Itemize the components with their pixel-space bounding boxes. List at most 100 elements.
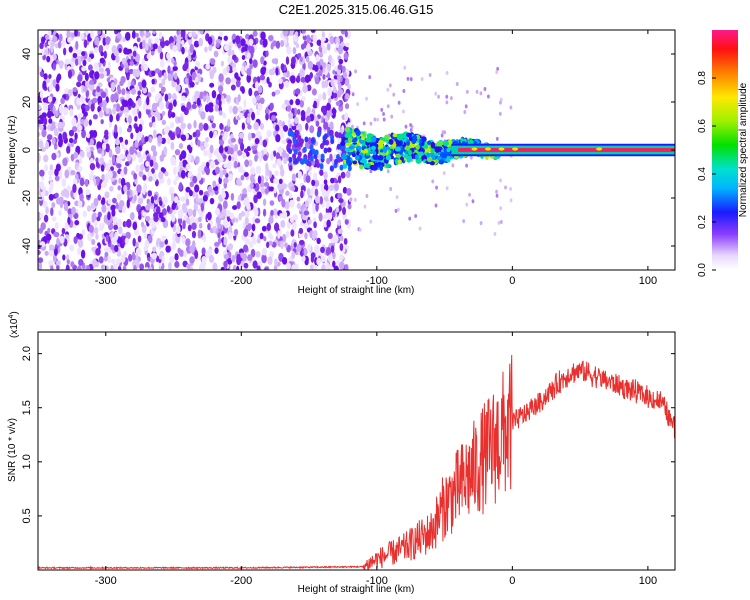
spectrogram-speckle [135, 85, 139, 92]
spectrogram-speckle [353, 137, 358, 142]
spectrogram-speckle [439, 152, 445, 158]
x-tick-label: -300 [95, 275, 117, 287]
spectrogram-speckle [42, 80, 47, 89]
spectrogram-speckle [366, 133, 373, 139]
spectrogram-speckle [133, 229, 140, 236]
spectrogram-speckle [137, 90, 142, 96]
spectrogram-speckle [409, 127, 413, 132]
spectrogram-speckle [98, 256, 104, 264]
spectrogram-speckle [235, 35, 241, 45]
spectrogram-speckle [337, 228, 343, 235]
spectrogram-speckle [310, 187, 314, 197]
spectrogram-speckle [231, 77, 236, 84]
spectrogram-speckle [300, 190, 304, 199]
spectrogram-speckle [77, 112, 83, 120]
spectrogram-speckle [100, 119, 104, 125]
spectrogram-speckle [293, 36, 298, 43]
spectrogram-speckle [436, 156, 442, 161]
spectrogram-speckle [109, 185, 114, 192]
spectrogram-speckle [185, 198, 190, 206]
spectrogram-speckle [270, 42, 274, 50]
spectrogram-speckle [53, 248, 58, 256]
spectrogram-speckle [344, 78, 350, 86]
spectrogram-speckle [295, 98, 301, 106]
spectrogram-speckle [191, 222, 197, 231]
spectrogram-speckle [149, 159, 154, 167]
spectrogram-speckle [208, 102, 214, 109]
spectrogram-speckle [40, 222, 46, 231]
spectrogram-speckle [344, 103, 350, 110]
spectrogram-speckle [200, 145, 205, 151]
spectrogram-speckle [42, 103, 49, 112]
spectrogram-speckle [495, 193, 499, 198]
spectrogram-speckle [214, 166, 220, 175]
spectrogram-speckle [243, 228, 249, 238]
spectrogram-speckle [361, 159, 368, 164]
spectrogram-speckle [43, 214, 49, 223]
spectrogram-speckle [58, 33, 63, 42]
spectrogram-speckle [355, 129, 361, 136]
spectrogram-speckle [38, 249, 41, 256]
spectrogram-speckle [189, 81, 195, 88]
spectrogram-speckle [282, 30, 289, 37]
spectrogram-speckle [167, 73, 172, 82]
spectrogram-speckle [104, 251, 109, 258]
spectrogram-speckle [399, 139, 403, 147]
spectrogram-speckle [330, 196, 334, 203]
spectrogram-speckle [397, 100, 401, 105]
spectrogram-speckle [308, 136, 312, 145]
spectrogram-speckle [202, 234, 207, 243]
spectrogram-speckle [266, 130, 272, 138]
spectrogram-speckle [166, 52, 171, 60]
spectrogram-speckle [64, 169, 70, 179]
spectrogram-speckle [285, 230, 290, 239]
spectrogram-speckle [58, 60, 64, 69]
spectrogram-speckle [324, 79, 329, 89]
spectrogram-speckle [272, 163, 277, 169]
spectrogram-speckle [194, 184, 200, 193]
spectrogram-speckle [404, 145, 411, 151]
spectrogram-speckle [180, 169, 186, 179]
spectrogram-speckle [223, 260, 228, 269]
spectrogram-speckle [58, 196, 64, 205]
spectrogram-speckle [112, 216, 118, 224]
spectrogram-speckle [177, 209, 183, 219]
spectrogram-speckle [222, 207, 227, 216]
spectrogram-speckle [244, 217, 249, 226]
spectrogram-speckle [316, 257, 322, 266]
spectrogram-speckle [134, 115, 138, 122]
spectrogram-speckle [321, 62, 327, 69]
spectrogram-speckle [434, 146, 440, 153]
spectrogram-speckle [321, 80, 326, 89]
spectrogram-speckle [50, 125, 54, 132]
spectrogram-speckle [242, 252, 248, 262]
spectrogram-speckle [52, 62, 57, 71]
spectrogram-speckle [240, 174, 245, 181]
spectrogram-speckle [300, 43, 305, 50]
spectrogram-speckle [214, 104, 219, 112]
spectrogram-speckle [96, 176, 100, 186]
spectrogram-speckle [497, 220, 501, 225]
spectrogram-speckle [142, 211, 147, 217]
spectrogram-speckle [254, 81, 259, 90]
spectrogram-speckle [280, 132, 285, 139]
spectrogram-speckle [82, 59, 87, 67]
spectrogram-speckle [69, 59, 73, 65]
spectrogram-speckle [90, 202, 95, 209]
spectrogram-speckle [356, 102, 360, 107]
spectrogram-speckle [304, 232, 308, 240]
spectrogram-speckle [124, 112, 129, 118]
spectrogram-speckle [409, 77, 413, 82]
spectrogram-speckle [270, 152, 274, 162]
spectrogram-speckle [252, 59, 258, 68]
spectrogram-speckle [446, 156, 451, 163]
spectrogram-speckle [46, 110, 52, 119]
spectrogram-speckle [44, 49, 49, 55]
spectrogram-speckle [291, 124, 297, 131]
spectrogram-speckle [237, 106, 243, 113]
spectrogram-speckle [337, 45, 344, 55]
spectrogram-speckle [219, 31, 224, 38]
spectrogram-speckle [153, 161, 159, 171]
spectrogram-speckle [313, 100, 317, 108]
spectrogram-speckle [347, 203, 352, 210]
